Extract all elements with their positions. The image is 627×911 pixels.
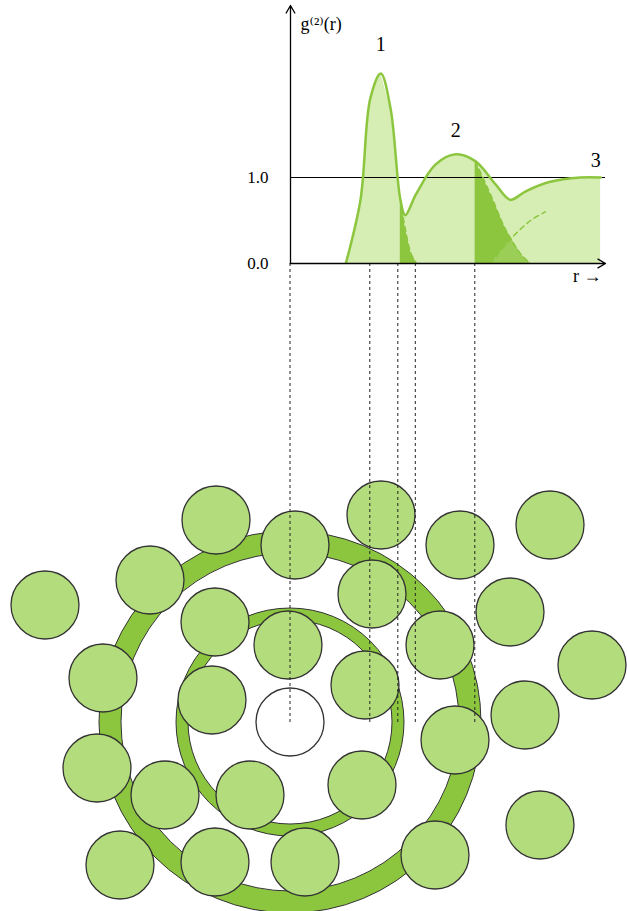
- svg-text:1: 1: [376, 33, 386, 55]
- svg-text:1.0: 1.0: [247, 168, 268, 187]
- svg-text:g⁽²⁾(r): g⁽²⁾(r): [301, 14, 342, 35]
- svg-text:3: 3: [591, 149, 601, 171]
- svg-text:0.0: 0.0: [247, 254, 268, 273]
- svg-text:2: 2: [451, 119, 461, 141]
- svg-text:r →: r →: [573, 266, 602, 286]
